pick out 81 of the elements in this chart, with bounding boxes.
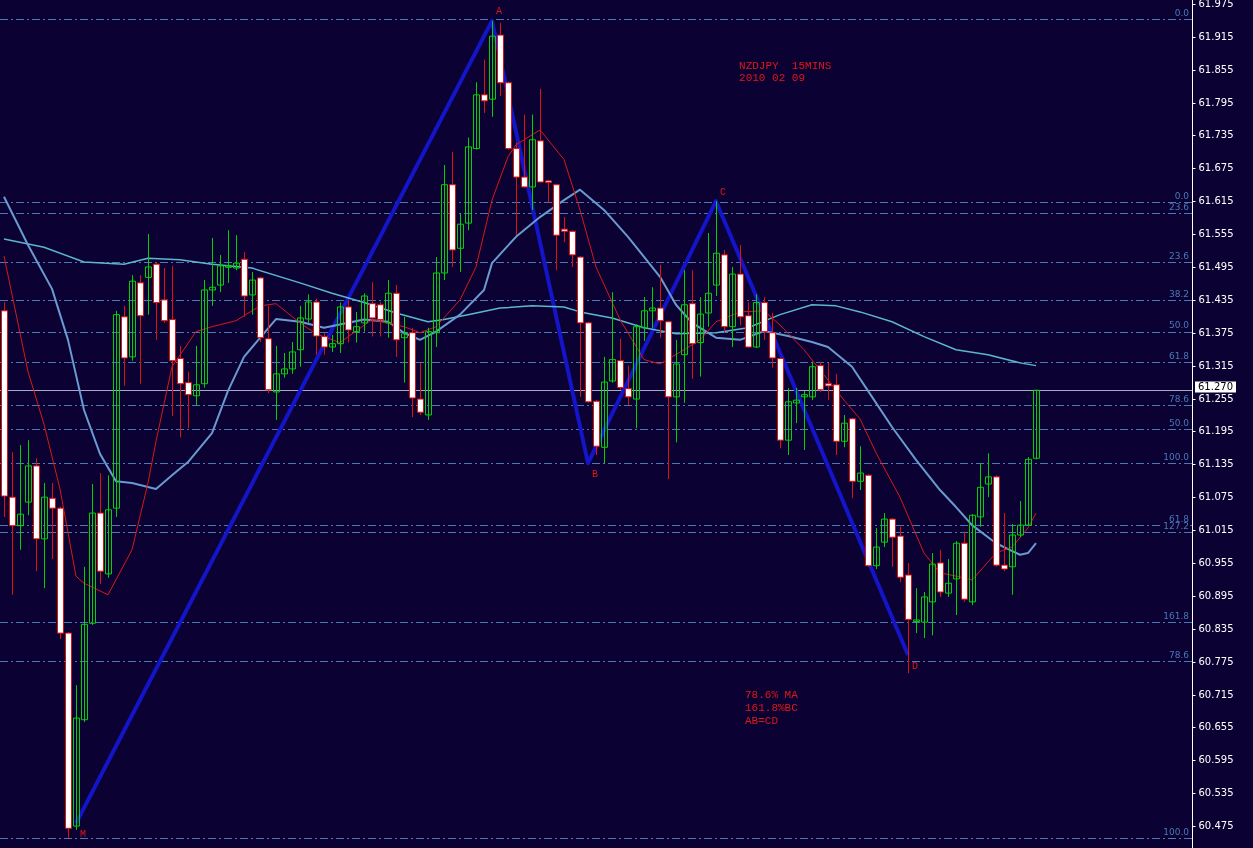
candlestick	[529, 114, 536, 211]
y-tick-label: 60.775	[1198, 656, 1234, 668]
y-tick-label: 60.535	[1198, 787, 1234, 799]
candlestick	[129, 274, 136, 362]
annotation: 78.6	[1168, 393, 1190, 404]
y-tick-label: 61.435	[1198, 294, 1234, 306]
annotation: 23.6	[1168, 202, 1190, 213]
candlestick	[953, 540, 960, 616]
candlestick	[945, 558, 952, 598]
y-tick-label: 61.015	[1198, 524, 1234, 536]
data-label: D	[911, 660, 919, 672]
text: 2010 02 09	[739, 72, 806, 85]
annotation: 61.8	[1168, 350, 1190, 361]
y-tick-label: 61.795	[1198, 97, 1234, 109]
candlestick	[385, 279, 392, 339]
annotation: 0.0	[1174, 191, 1190, 202]
candlestick	[881, 512, 888, 548]
y-tick-label: 61.915	[1198, 31, 1234, 43]
annotation: 0.0	[1174, 8, 1190, 19]
y-tick-label: 61.255	[1198, 393, 1234, 405]
candlestick	[673, 339, 680, 443]
candlestick	[193, 345, 200, 406]
annotation: 50.0	[1168, 320, 1190, 331]
annotation: 38.2	[1168, 288, 1189, 299]
y-tick-label: 60.655	[1198, 721, 1234, 733]
y-tick-label: 60.955	[1198, 557, 1234, 569]
y-tick-label: 61.675	[1198, 162, 1234, 174]
candlestick	[1033, 389, 1040, 460]
y-tick-label: 60.835	[1198, 623, 1234, 635]
candlestick	[89, 483, 96, 626]
candlestick	[457, 212, 464, 273]
annotation: 161.8	[1163, 611, 1190, 621]
candlestick	[41, 482, 48, 589]
candlestick	[873, 527, 880, 570]
candlestick	[857, 445, 864, 491]
annotation: 161.8%BC	[745, 702, 799, 715]
candlestick	[489, 20, 496, 118]
y-tick-label: 60.595	[1198, 754, 1234, 766]
annotation: 78.6	[1168, 649, 1190, 660]
candlestick	[113, 310, 120, 518]
y-tick-label: 61.555	[1198, 228, 1234, 240]
y-tick-label: 61.615	[1198, 195, 1234, 207]
y-tick-label: 61.075	[1198, 491, 1234, 503]
candlestick	[729, 266, 736, 348]
annotation: AB=CD	[745, 715, 779, 728]
candlestick	[753, 293, 760, 349]
data-label: M	[79, 828, 87, 840]
annotation: 127.2	[1163, 521, 1189, 532]
candlestick	[681, 269, 688, 404]
annotation: 50.0	[1168, 418, 1190, 429]
y-tick-label: 61.495	[1198, 261, 1234, 273]
y-tick-label: 61.195	[1198, 425, 1234, 437]
annotation: 78.6% MA	[745, 689, 799, 702]
y-tick-label: 60.895	[1198, 590, 1234, 602]
annotation: 100.0	[1163, 826, 1190, 837]
y-tick-label: 61.975	[1198, 0, 1234, 10]
y-tick-label: 61.315	[1198, 360, 1234, 372]
candlestick	[145, 233, 152, 316]
y-tick-label: 60.475	[1198, 820, 1234, 832]
data-label: C	[719, 186, 727, 198]
candlestick	[401, 316, 408, 384]
ref-line-label: 61.270	[1198, 380, 1233, 392]
candlestick	[17, 444, 24, 551]
data-label: B	[591, 468, 599, 480]
candlestick	[105, 474, 112, 579]
annotation: 100.0	[1163, 452, 1190, 463]
y-tick-label: 61.855	[1198, 64, 1234, 76]
candlestick	[361, 292, 368, 333]
candlestick	[713, 200, 720, 297]
annotation: 23.6	[1168, 250, 1190, 261]
candlestick	[353, 311, 360, 344]
text: NZDJPY 15MINS	[739, 60, 832, 73]
candlestick	[249, 271, 256, 316]
candlestick	[841, 414, 848, 448]
candlestick	[985, 452, 992, 498]
y-tick-label: 61.375	[1198, 327, 1234, 339]
data-label: A	[495, 6, 503, 18]
y-tick-label: 61.135	[1198, 458, 1234, 470]
y-tick-label: 60.715	[1198, 689, 1234, 701]
y-tick-label: 61.735	[1198, 129, 1234, 141]
candlestick	[25, 439, 32, 516]
